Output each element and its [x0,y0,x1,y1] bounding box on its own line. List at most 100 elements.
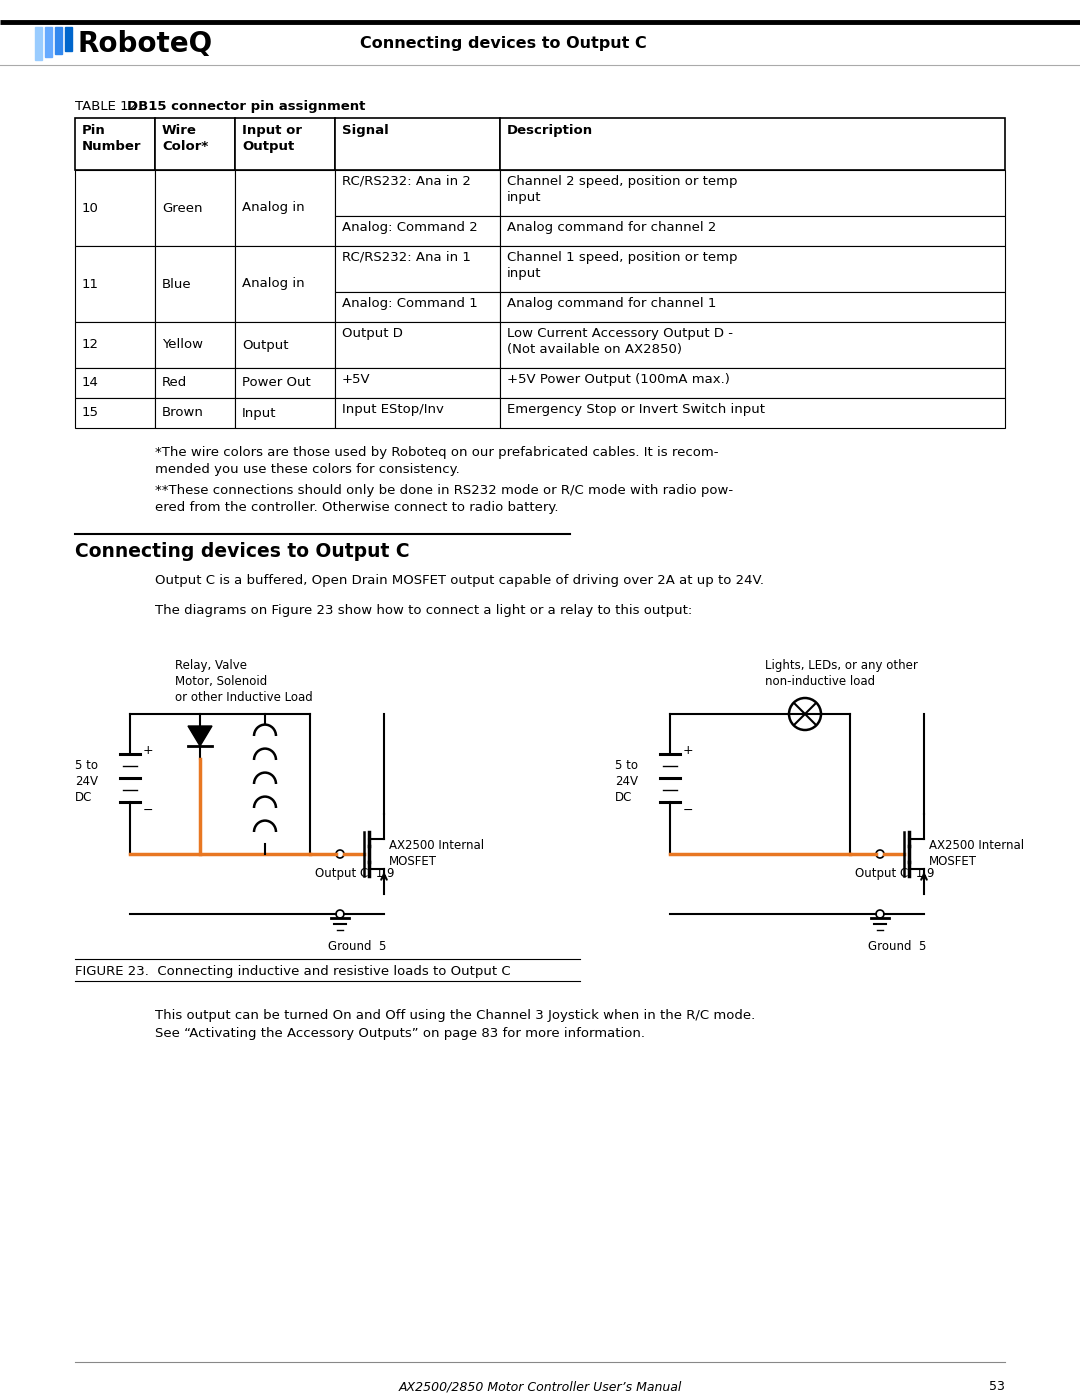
Text: 5 to
24V
DC: 5 to 24V DC [615,759,638,805]
Bar [335,246,500,292]
Circle shape [876,909,885,918]
Text: 53: 53 [989,1380,1005,1393]
Text: Output C  1,9: Output C 1,9 [315,868,394,880]
Bar [335,292,500,321]
Text: Output C  1,9: Output C 1,9 [855,868,934,880]
Text: Pin
Number: Pin Number [82,124,141,154]
Text: AX2500 Internal
MOSFET: AX2500 Internal MOSFET [389,840,484,868]
Text: Channel 1 speed, position or temp
input: Channel 1 speed, position or temp input [507,251,738,279]
Bar [75,367,156,398]
Bar [500,117,1005,170]
Bar [335,321,500,367]
Text: RC/RS232: Ana in 1: RC/RS232: Ana in 1 [342,251,471,264]
Circle shape [336,909,345,918]
Text: FIGURE 23.  Connecting inductive and resistive loads to Output C: FIGURE 23. Connecting inductive and resi… [75,965,511,978]
Text: +: + [143,743,153,757]
Text: Ground  5: Ground 5 [868,940,927,953]
Text: This output can be turned On and Off using the Channel 3 Joystick when in the R/: This output can be turned On and Off usi… [156,1009,755,1023]
Text: Analog command for channel 1: Analog command for channel 1 [507,298,716,310]
Text: 5 to
24V
DC: 5 to 24V DC [75,759,98,805]
Text: The diagrams on Figure 23 show how to connect a light or a relay to this output:: The diagrams on Figure 23 show how to co… [156,604,692,617]
Text: RC/RS232: Ana in 2: RC/RS232: Ana in 2 [342,175,471,189]
Bar [500,217,1005,246]
Text: Output: Output [242,338,288,352]
Text: +5V: +5V [342,373,370,386]
Text: Green: Green [162,201,203,215]
Text: Analog: Command 2: Analog: Command 2 [342,221,477,235]
Text: +: + [683,743,693,757]
Bar [235,170,335,246]
Text: TABLE 12.: TABLE 12. [75,101,146,113]
Text: AX2500/2850 Motor Controller User’s Manual: AX2500/2850 Motor Controller User’s Manu… [399,1380,681,1393]
Bar [156,398,235,427]
Text: Input EStop/Inv: Input EStop/Inv [342,402,444,416]
Text: See “Activating the Accessory Outputs” on page 83 for more information.: See “Activating the Accessory Outputs” o… [156,1027,645,1039]
Text: −: − [143,803,153,816]
Bar [235,117,335,170]
Bar [500,321,1005,367]
Bar [335,117,500,170]
Text: *The wire colors are those used by Roboteq on our prefabricated cables. It is re: *The wire colors are those used by Robot… [156,446,718,476]
Text: Input or
Output: Input or Output [242,124,302,154]
Circle shape [789,698,821,731]
Bar [335,398,500,427]
Text: Analog command for channel 2: Analog command for channel 2 [507,221,716,235]
Bar [156,170,235,246]
Bar [75,170,156,246]
Text: Low Current Accessory Output D -
(Not available on AX2850): Low Current Accessory Output D - (Not av… [507,327,733,356]
Text: **These connections should only be done in RS232 mode or R/C mode with radio pow: **These connections should only be done … [156,483,733,514]
Text: 14: 14 [82,377,99,390]
Text: Wire
Color*: Wire Color* [162,124,208,154]
Bar [45,27,52,57]
Text: Analog: Command 1: Analog: Command 1 [342,298,477,310]
Text: Analog in: Analog in [242,201,305,215]
Text: Output D: Output D [342,327,403,339]
Bar [75,117,156,170]
Text: 15: 15 [82,407,99,419]
Bar [65,27,72,52]
Bar [500,292,1005,321]
Bar [156,367,235,398]
Text: RoboteQ: RoboteQ [77,29,212,57]
Text: Brown: Brown [162,407,204,419]
Text: Yellow: Yellow [162,338,203,352]
Bar [500,398,1005,427]
Text: Description: Description [507,124,593,137]
Bar [500,170,1005,217]
Text: Power Out: Power Out [242,377,311,390]
Text: Blue: Blue [162,278,191,291]
Bar [235,321,335,367]
Text: AX2500 Internal
MOSFET: AX2500 Internal MOSFET [929,840,1024,868]
Bar [35,27,42,60]
Text: −: − [683,803,693,816]
Bar [335,217,500,246]
Polygon shape [188,726,212,746]
Bar [75,321,156,367]
Bar [156,117,235,170]
Bar [55,27,62,54]
Bar [156,246,235,321]
Bar [335,170,500,217]
Bar [500,367,1005,398]
Text: DB15 connector pin assignment: DB15 connector pin assignment [127,101,365,113]
Bar [156,321,235,367]
Text: Input: Input [242,407,276,419]
Text: Signal: Signal [342,124,389,137]
Bar [335,367,500,398]
Bar [235,367,335,398]
Text: 10: 10 [82,201,99,215]
Bar [235,246,335,321]
Text: Connecting devices to Output C: Connecting devices to Output C [360,36,647,52]
Bar [235,398,335,427]
Text: Channel 2 speed, position or temp
input: Channel 2 speed, position or temp input [507,175,738,204]
Text: Relay, Valve
Motor, Solenoid
or other Inductive Load: Relay, Valve Motor, Solenoid or other In… [175,659,313,704]
Text: Emergency Stop or Invert Switch input: Emergency Stop or Invert Switch input [507,402,765,416]
Text: Connecting devices to Output C: Connecting devices to Output C [75,542,409,562]
Circle shape [336,849,345,858]
Bar [500,246,1005,292]
Text: 11: 11 [82,278,99,291]
Bar [75,398,156,427]
Text: +5V Power Output (100mA max.): +5V Power Output (100mA max.) [507,373,730,386]
Text: Red: Red [162,377,187,390]
Text: Ground  5: Ground 5 [328,940,387,953]
